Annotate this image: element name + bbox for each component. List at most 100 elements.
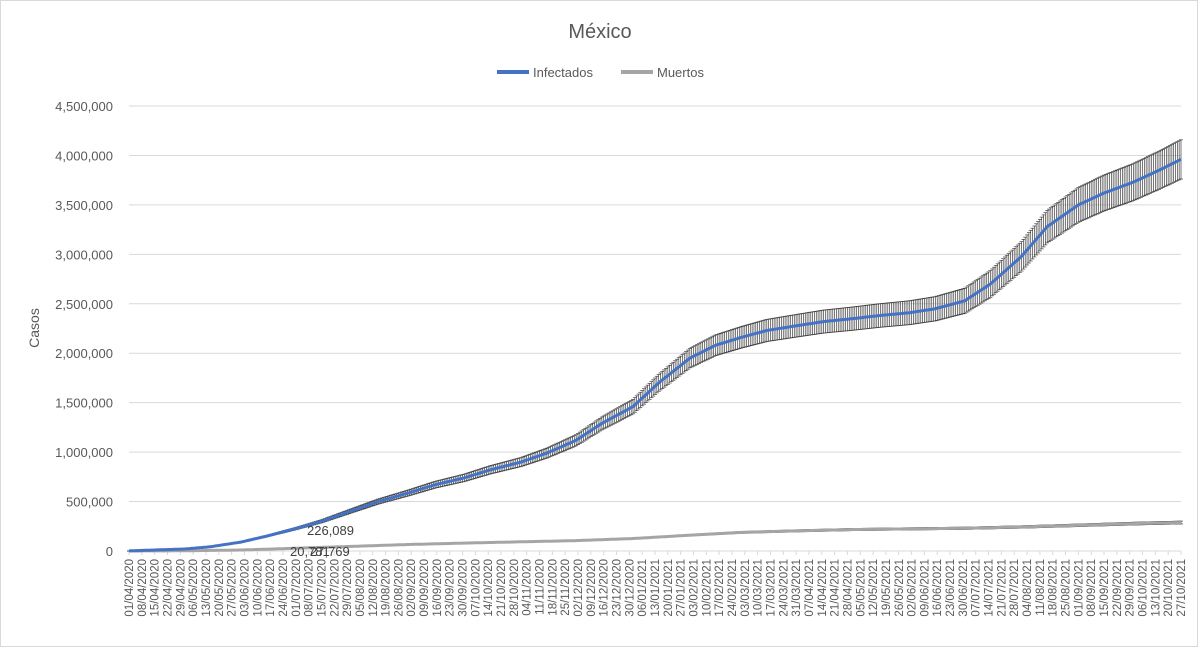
- x-tick-label: 18/11/2020: [547, 559, 559, 616]
- x-tick-label: 20/05/2020: [214, 559, 226, 617]
- x-tick-label: 29/07/2020: [342, 559, 354, 617]
- x-tick-label: 19/08/2020: [381, 559, 393, 617]
- x-tick-label: 04/08/2021: [1022, 559, 1034, 617]
- x-tick-label: 14/04/2021: [817, 559, 829, 617]
- x-tick-label: 29/09/2021: [1125, 559, 1137, 617]
- x-tick-label: 03/06/2020: [239, 559, 251, 617]
- x-tick-label: 07/10/2020: [470, 559, 482, 617]
- x-tick-label: 29/04/2020: [175, 559, 187, 617]
- x-tick-label: 07/04/2021: [804, 559, 816, 617]
- x-tick-label: 01/09/2021: [1073, 559, 1085, 617]
- x-tick-label: 03/02/2021: [688, 559, 700, 617]
- x-tick-label: 08/04/2020: [137, 559, 149, 617]
- x-tick-label: 06/10/2021: [1138, 559, 1150, 617]
- x-tick-label: 26/08/2020: [393, 559, 405, 617]
- x-tick-label: 09/09/2020: [419, 559, 431, 617]
- x-tick-label: 13/10/2021: [1150, 559, 1162, 617]
- x-tick-label: 24/06/2020: [278, 559, 290, 617]
- x-tick-label: 07/07/2021: [971, 559, 983, 617]
- x-tick-label: 22/09/2021: [1112, 559, 1124, 617]
- x-tick-label: 01/07/2020: [291, 559, 303, 617]
- x-axis-ticks: 01/04/2020 08/04/2020 15/04/2020 22/04/2020…: [124, 559, 1188, 617]
- x-tick-label: 15/07/2020: [316, 559, 328, 617]
- x-tick-label: 26/05/2021: [894, 559, 906, 617]
- x-tick-label: 15/04/2020: [150, 559, 162, 617]
- x-tick-label: 17/06/2020: [265, 559, 277, 617]
- x-tick-label: 06/05/2020: [188, 559, 200, 617]
- series-line-infectados: [128, 158, 1182, 553]
- y-tick-label: 3,500,000: [55, 198, 113, 213]
- x-tick-label: 16/06/2021: [932, 559, 944, 617]
- y-tick-label: 4,500,000: [55, 99, 113, 114]
- error-bars: [127, 139, 1183, 552]
- x-tick-label: 13/01/2021: [650, 559, 662, 617]
- y-tick-label: 500,000: [66, 495, 113, 510]
- x-tick-label: 03/03/2021: [740, 559, 752, 617]
- x-tick-label: 25/08/2021: [1061, 559, 1073, 617]
- y-tick-label: 3,000,000: [55, 247, 113, 262]
- x-tick-label: 20/01/2021: [663, 559, 675, 617]
- x-tick-label: 23/09/2020: [445, 559, 457, 617]
- x-tick-label: 27/05/2020: [227, 559, 239, 617]
- x-tick-label: 21/10/2020: [496, 559, 508, 617]
- x-tick-label: 02/09/2020: [406, 559, 418, 617]
- x-tick-label: 17/03/2021: [765, 559, 777, 617]
- x-tick-label: 13/05/2020: [201, 559, 213, 617]
- x-tick-label: 02/06/2021: [907, 559, 919, 617]
- x-tick-label: 25/11/2020: [560, 559, 572, 616]
- x-tick-label: 18/08/2021: [1048, 559, 1060, 617]
- y-tick-label: 2,500,000: [55, 297, 113, 312]
- gridlines: [128, 105, 1182, 555]
- x-tick-label: 06/01/2021: [637, 559, 649, 617]
- x-tick-label: 31/03/2021: [791, 559, 803, 617]
- y-tick-label: 2,000,000: [55, 346, 113, 361]
- x-tick-label: 23/06/2021: [945, 559, 957, 617]
- x-tick-label: 11/11/2020: [535, 559, 547, 615]
- x-tick-label: 12/08/2020: [368, 559, 380, 617]
- y-tick-label: 1,000,000: [55, 445, 113, 460]
- chart-title: México: [568, 21, 631, 43]
- x-tick-label: 30/12/2020: [624, 559, 636, 617]
- y-tick-label: 4,000,000: [55, 148, 113, 163]
- x-tick-label: 20/10/2021: [1163, 559, 1175, 617]
- x-tick-label: 24/03/2021: [778, 559, 790, 617]
- x-tick-label: 08/09/2021: [1086, 559, 1098, 617]
- x-tick-label: 28/04/2021: [842, 559, 854, 617]
- legend-label: Infectados: [533, 65, 593, 80]
- x-tick-label: 14/07/2021: [984, 559, 996, 617]
- x-tick-label: 14/10/2020: [483, 559, 495, 617]
- x-tick-label: 10/03/2021: [753, 559, 765, 617]
- x-tick-label: 22/04/2020: [162, 559, 174, 617]
- x-tick-label: 16/12/2020: [599, 559, 611, 617]
- x-tick-label: 27/01/2021: [676, 559, 688, 617]
- x-tick-label: 21/04/2021: [830, 559, 842, 617]
- y-axis-ticks: 0 500,000 1,000,000 1,500,000 2,000,000 2,500…: [55, 99, 113, 559]
- x-tick-label: 01/04/2020: [124, 559, 136, 617]
- x-tick-label: 10/06/2020: [252, 559, 264, 617]
- series-line-muertos: [129, 521, 1182, 553]
- x-tick-label: 11/08/2021: [1035, 559, 1047, 616]
- x-tick-label: 05/05/2021: [855, 559, 867, 617]
- x-tick-label: 04/11/2020: [522, 559, 534, 616]
- x-tick-label: 21/07/2021: [996, 559, 1008, 617]
- x-tick-label: 23/12/2020: [612, 559, 624, 617]
- series-lines: [128, 158, 1182, 553]
- x-tick-label: 30/09/2020: [458, 559, 470, 617]
- x-tick-label: 28/10/2020: [509, 559, 521, 617]
- x-tick-label: 10/02/2021: [701, 559, 713, 617]
- data-label: 226,089: [307, 523, 354, 538]
- x-tick-label: 09/06/2021: [919, 559, 931, 617]
- x-tick-label: 24/02/2021: [727, 559, 739, 617]
- x-tick-label: 27/10/2021: [1176, 559, 1188, 617]
- x-tick-label: 02/12/2020: [573, 559, 585, 617]
- data-label: 20,781: [290, 544, 330, 559]
- x-tick-label: 30/06/2021: [958, 559, 970, 617]
- legend-label: Muertos: [657, 65, 704, 80]
- x-tick-label: 15/09/2021: [1099, 559, 1111, 617]
- data-label: 27,769: [310, 544, 350, 559]
- x-tick-label: 19/05/2021: [881, 559, 893, 617]
- x-tick-label: 28/07/2021: [1009, 559, 1021, 617]
